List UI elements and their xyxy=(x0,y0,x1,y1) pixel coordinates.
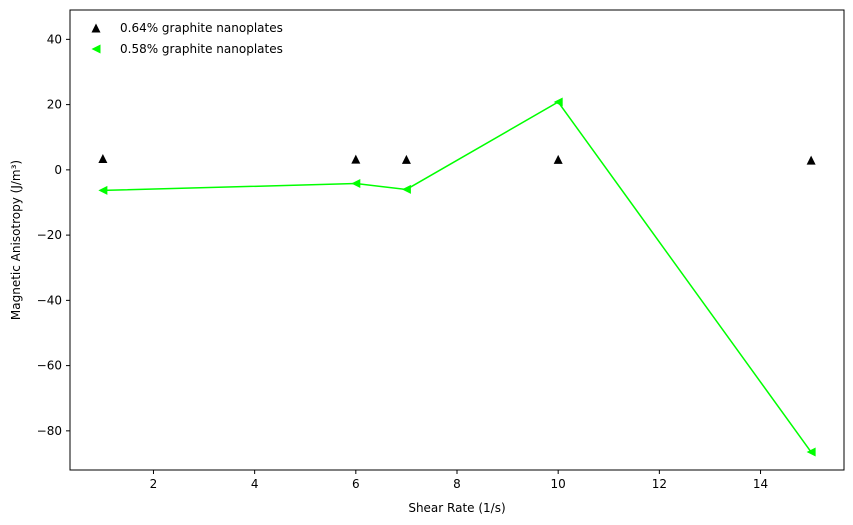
data-point-series-2 xyxy=(401,184,411,194)
data-point-series-2 xyxy=(806,447,816,457)
data-point-series-2 xyxy=(98,185,108,195)
x-tick-label: 6 xyxy=(352,477,360,491)
y-tick-label: −40 xyxy=(37,293,62,307)
x-tick-label: 8 xyxy=(453,477,461,491)
data-point-series-2 xyxy=(351,179,361,189)
data-point-series-1 xyxy=(553,154,563,164)
y-tick-label: −20 xyxy=(37,228,62,242)
data-point-series-1 xyxy=(98,153,108,163)
y-tick-label: −80 xyxy=(37,424,62,438)
y-tick-label: 40 xyxy=(47,32,62,46)
y-axis-label: Magnetic Anisotropy (J/m³) xyxy=(9,160,23,320)
x-axis-label: Shear Rate (1/s) xyxy=(408,501,505,515)
data-point-series-1 xyxy=(351,154,361,164)
y-tick-label: 0 xyxy=(54,163,62,177)
plot-frame xyxy=(69,9,845,471)
legend-marker-1 xyxy=(91,23,101,33)
x-tick-label: 14 xyxy=(753,477,768,491)
x-tick-label: 12 xyxy=(652,477,667,491)
legend-marker-2 xyxy=(91,44,101,54)
series-layer xyxy=(98,97,816,457)
data-point-series-2 xyxy=(553,97,563,107)
x-tick-label: 2 xyxy=(150,477,158,491)
y-axis: −80 −60 −40 −20 0 20 40 xyxy=(37,32,70,438)
series-line-2 xyxy=(102,101,812,453)
y-tick-label: 20 xyxy=(47,98,62,112)
x-tick-label: 10 xyxy=(551,477,566,491)
data-point-series-1 xyxy=(401,154,411,164)
y-tick-label: −60 xyxy=(37,359,62,373)
legend: 0.64% graphite nanoplates 0.58% graphite … xyxy=(91,21,283,56)
x-tick-label: 4 xyxy=(251,477,259,491)
legend-label-1: 0.64% graphite nanoplates xyxy=(120,21,283,35)
x-axis: 2 4 6 8 10 12 14 xyxy=(150,470,768,491)
legend-label-2: 0.58% graphite nanoplates xyxy=(120,42,283,56)
data-point-series-1 xyxy=(806,155,816,165)
